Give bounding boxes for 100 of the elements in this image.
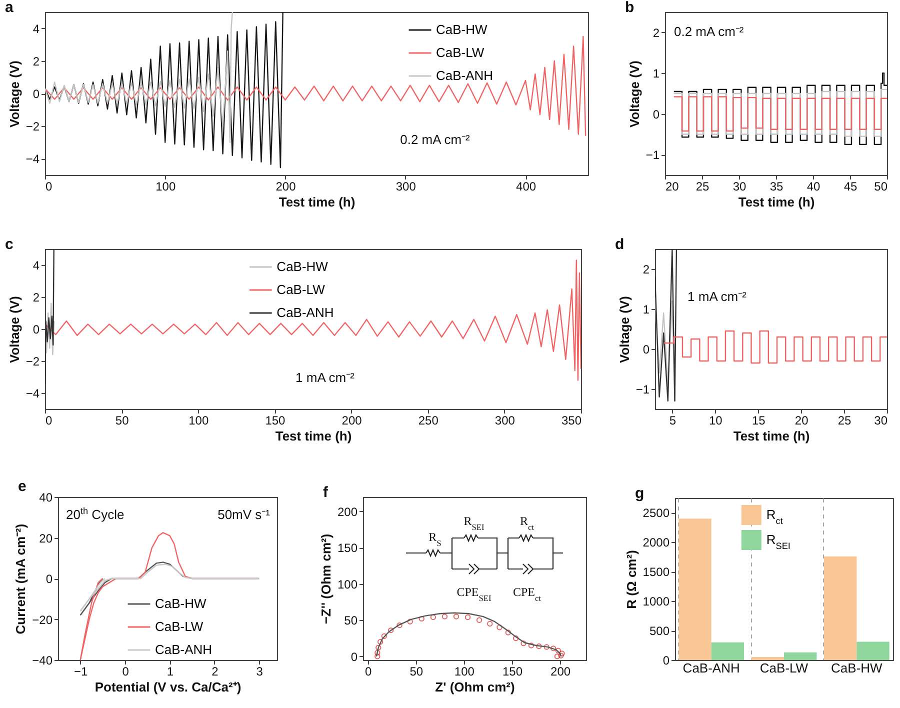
- x-tick-label: 50: [410, 664, 424, 678]
- x-axis-title: Test time (h): [738, 194, 815, 210]
- annotation: CPE$_{SEI}$: [456, 585, 492, 602]
- x-tick-label: 300: [396, 180, 416, 194]
- annotation: R$_{S}$: [428, 530, 442, 548]
- x-tick-label: 100: [188, 414, 209, 428]
- x-axis-title: Potential (V vs. Ca/Ca²⁺): [94, 680, 242, 694]
- chart-title: f: [323, 484, 329, 501]
- annotation: R$_{SEI}$: [464, 514, 484, 532]
- x-tick-label: 0: [364, 664, 372, 678]
- x-tick-label: CaB-HW: [831, 660, 884, 676]
- x-tick-label: 30: [874, 414, 888, 428]
- x-tick-label: 100: [454, 664, 475, 678]
- annotation: R$_{ct}$: [520, 514, 535, 532]
- x-tick-label: 150: [502, 664, 523, 678]
- x-tick-label: 5: [669, 414, 676, 428]
- x-tick-label: 30: [732, 180, 746, 194]
- chart-title: g: [635, 485, 644, 502]
- x-tick-label: 20: [794, 414, 809, 428]
- x-tick-label: 50: [115, 414, 130, 428]
- y-tick-label: 500: [649, 624, 670, 638]
- x-tick-label: 350: [561, 414, 582, 428]
- x-axis-title: Test time (h): [278, 194, 356, 210]
- x-tick-label: CaB-LW: [760, 660, 809, 676]
- y-tick-label: −4: [26, 386, 40, 400]
- y-tick-label: −1: [646, 148, 660, 162]
- y-axis-title: Current (mA cm⁻²): [13, 524, 28, 634]
- y-tick-label: 1: [652, 66, 660, 81]
- y-tick-label: −2: [26, 120, 40, 134]
- y-axis-title: Voltage (V): [616, 296, 632, 363]
- x-tick-label: 40: [806, 180, 820, 194]
- y-tick-label: 1: [642, 302, 650, 316]
- chart-title: d: [615, 236, 624, 253]
- x-tick-label: 300: [494, 414, 516, 428]
- legend-label: R$_{SEI}$: [766, 532, 790, 551]
- x-tick-label: 3: [256, 664, 264, 678]
- annotation: 20$^{th}$ Cycle: [66, 506, 124, 522]
- y-tick-label: 4: [32, 258, 40, 272]
- y-tick-label: 200: [337, 504, 358, 519]
- legend-label: CaB-ANH: [155, 642, 212, 657]
- chart-title: a: [5, 0, 14, 16]
- y-tick-label: 1500: [642, 565, 670, 580]
- y-tick-label: −40: [32, 654, 53, 668]
- x-tick-label: 50: [874, 180, 888, 194]
- x-tick-label: 200: [550, 664, 571, 678]
- annotation: CPE$_{ct}$: [512, 585, 542, 602]
- x-axis-title: Test time (h): [733, 428, 810, 444]
- x-tick-label: 400: [516, 180, 536, 194]
- legend-label: CaB-LW: [436, 45, 485, 60]
- x-tick-label: −1: [74, 664, 88, 678]
- y-tick-label: −4: [26, 152, 40, 166]
- y-tick-label: 2: [32, 290, 40, 304]
- y-tick-label: 2: [652, 26, 660, 40]
- legend-label: CaB-LW: [276, 282, 326, 297]
- y-tick-label: −20: [32, 612, 53, 627]
- legend-label: CaB-LW: [155, 619, 204, 634]
- x-axis-title: Test time (h): [275, 428, 352, 444]
- x-tick-label: 1: [166, 664, 174, 678]
- y-tick-label: −2: [26, 354, 40, 368]
- annotation: 0.2 mA cm⁻²: [400, 132, 471, 147]
- y-tick-label: 0: [642, 342, 650, 356]
- x-tick-label: 45: [844, 180, 858, 194]
- x-axis-title: Z' (Ohm cm²): [435, 680, 515, 694]
- annotation: 0.2 mA cm⁻²: [674, 24, 744, 39]
- x-tick-label: 25: [696, 180, 710, 194]
- y-axis-title: −Z'' (Ohm cm²): [318, 534, 334, 624]
- y-tick-label: 100: [337, 577, 358, 592]
- legend-label: CaB-HW: [276, 259, 329, 274]
- y-tick-label: 50: [344, 614, 358, 628]
- y-tick-label: 0: [350, 650, 358, 664]
- y-axis-title: Voltage (V): [626, 60, 642, 128]
- y-tick-label: 40: [39, 490, 53, 504]
- y-tick-label: 20: [39, 531, 53, 546]
- chart-title: e: [18, 478, 26, 495]
- y-axis-title: Voltage (V): [6, 60, 22, 128]
- x-tick-label: 20: [666, 180, 680, 194]
- legend-label: CaB-HW: [155, 596, 208, 611]
- y-tick-label: 0: [652, 107, 660, 122]
- y-axis-title: R (Ω cm²): [624, 550, 639, 609]
- y-tick-label: 1000: [642, 594, 670, 609]
- x-tick-label: 250: [418, 414, 439, 428]
- annotation: 1 mA cm⁻²: [296, 370, 356, 385]
- y-axis-title: Voltage (V): [6, 296, 22, 363]
- y-tick-label: 0: [32, 87, 40, 101]
- y-tick-label: 0: [32, 322, 40, 336]
- x-tick-label: 100: [156, 180, 176, 194]
- legend-label: CaB-ANH: [276, 305, 334, 320]
- chart-title: b: [625, 0, 634, 16]
- legend-label: CaB-HW: [436, 22, 488, 37]
- annotation: 1 mA cm⁻²: [688, 289, 748, 304]
- y-tick-label: −1: [636, 382, 650, 396]
- y-tick-label: 0: [46, 572, 53, 586]
- x-tick-label: 25: [838, 414, 852, 428]
- annotation: 50mV s⁻¹: [218, 507, 271, 522]
- y-tick-label: 2: [642, 262, 650, 276]
- y-tick-label: 2000: [642, 536, 670, 550]
- y-tick-label: 2: [32, 54, 40, 68]
- y-tick-label: 2500: [642, 506, 670, 520]
- x-tick-label: 15: [752, 414, 766, 428]
- x-tick-label: 2: [212, 664, 219, 678]
